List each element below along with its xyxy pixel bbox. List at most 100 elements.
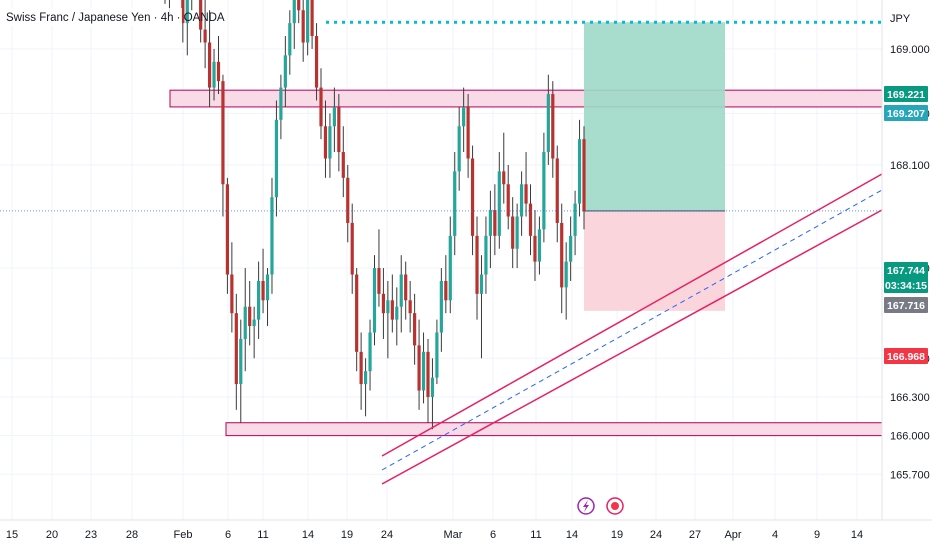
candle-body [484,235,488,275]
y-tick-label: 166.000 [890,431,930,443]
svg-text:167.716: 167.716 [887,300,925,312]
candle-body [265,274,270,301]
candle-body [234,313,238,385]
candle-body [439,280,443,333]
candle-body [337,106,341,153]
symbol-title[interactable]: Swiss Franc / Japanese Yen · 4h · OANDA [6,12,225,24]
currency-label: JPY [890,13,911,25]
candle-body [261,280,265,301]
candle-body [466,106,470,159]
candle-body [319,87,323,127]
candle-body [515,216,519,249]
price-tag: 167.716 [884,297,928,313]
candle-body [413,313,417,346]
candle-body [444,280,448,301]
candle-body [297,0,301,11]
profit-zone[interactable] [584,22,725,211]
candle-body [462,106,466,127]
candle-body [355,274,359,352]
x-tick-label: 6 [225,529,231,541]
candle-body [569,235,573,262]
price-tag: 169.221 [884,86,928,102]
candle-body [283,55,287,88]
candle-body [573,203,577,236]
candle-body [203,29,207,43]
candles [164,0,586,430]
candle-body [328,126,332,159]
candle-body [248,306,252,327]
candle-body [448,235,452,301]
candle-body [435,332,439,378]
channel-mid-line[interactable] [381,189,883,471]
candle-body [560,222,564,288]
candle-body [332,106,336,127]
x-tick-label: 4 [772,529,778,541]
lightning-icon[interactable] [577,497,595,515]
candle-body [417,345,421,391]
svg-text:166.968: 166.968 [887,351,925,363]
svg-text:03:34:15: 03:34:15 [885,280,927,292]
x-tick-label: 24 [650,529,662,541]
candle-body [399,274,403,307]
x-tick-label: 24 [381,529,393,541]
candle-body [185,0,189,24]
candle-body [426,351,430,397]
x-tick-label: 19 [341,529,353,541]
candle-body [430,377,435,397]
candle-body [252,319,256,327]
candle-body [497,171,501,236]
x-tick-label: 19 [611,529,623,541]
candle-body [511,216,515,249]
x-tick-label: 14 [566,529,578,541]
candle-body [341,152,345,178]
candle-body [408,300,412,314]
svg-text:169.221: 169.221 [887,89,925,101]
record-icon[interactable] [606,497,624,515]
candle-body [239,338,243,385]
candle-body [221,81,225,185]
candle-body [537,229,542,262]
x-tick-label: 6 [490,529,496,541]
x-tick-label: 11 [257,529,268,541]
x-tick-label: 27 [689,529,701,541]
x-tick-label: Mar [444,529,463,541]
candle-body [524,184,528,204]
candle-body [225,184,230,275]
channel-lower-line[interactable] [381,209,883,485]
candle-body [488,210,492,236]
candle-body [257,280,261,320]
drawings-lines[interactable] [0,20,883,485]
channel-upper-line[interactable] [381,173,883,457]
x-tick-label: 14 [302,529,314,541]
candle-body [346,177,350,223]
y-tick-label: 169.000 [890,44,930,56]
candle-body [381,293,386,314]
long-position-tool[interactable] [584,22,725,311]
candle-body [306,0,310,43]
x-tick-label: 9 [814,529,820,541]
title-backdrop [0,8,182,26]
candle-body [404,274,408,301]
candle-body [421,351,426,391]
x-tick-label: 14 [851,529,863,541]
candle-body [542,152,546,230]
candle-body [368,332,372,372]
candle-body [274,119,279,198]
candle-body [577,139,582,204]
candle-body [528,203,533,236]
candle-body [212,61,216,88]
candle-body [377,268,381,294]
candle-body [181,0,185,24]
loss-zone[interactable] [584,210,725,311]
x-tick-label: 20 [46,529,58,541]
x-tick-label: Feb [174,529,193,541]
y-tick-label: 165.700 [890,469,930,481]
time-axis[interactable]: 15 20 23 28 Feb 6 11 14 19 24 Mar 6 11 14 19 24 27 Apr 4 9 1… [6,529,863,541]
svg-text:167.744: 167.744 [887,265,925,277]
support-zone[interactable] [225,422,883,437]
candle-body [506,184,510,217]
candle-body [390,300,394,320]
